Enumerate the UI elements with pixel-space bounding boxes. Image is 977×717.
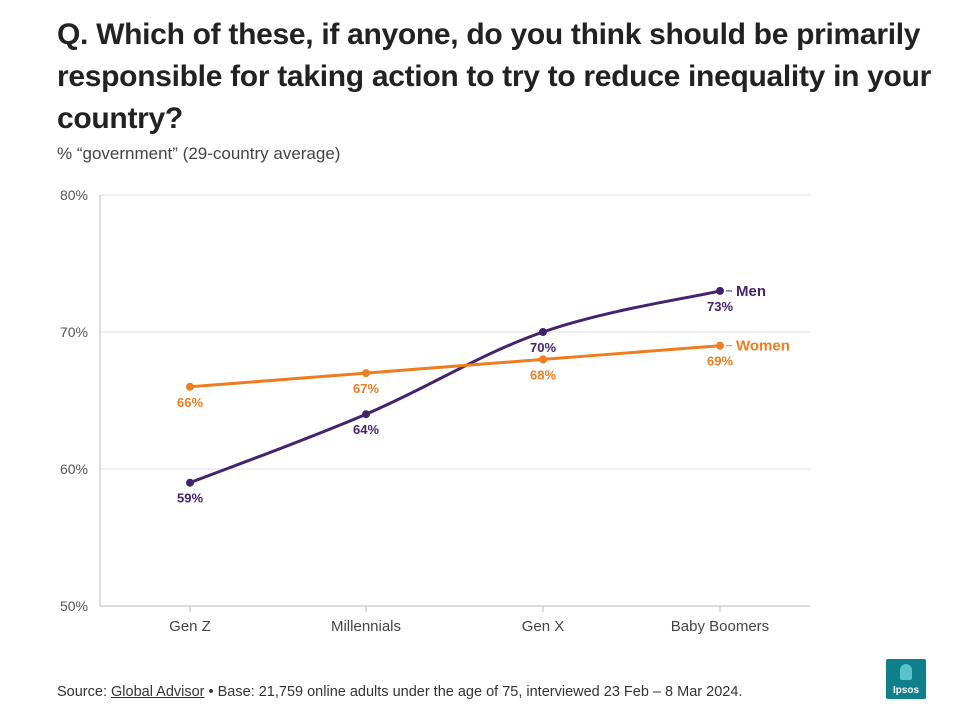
data-label-men: 59% [177,491,203,506]
data-label-men: 70% [530,340,556,355]
y-tick-label: 70% [60,324,88,340]
ipsos-logo-mark [900,664,912,680]
data-label-women: 66% [177,395,203,410]
source-prefix: Source: [57,684,111,700]
data-point-women [186,382,194,391]
x-tick-label: Baby Boomers [671,618,769,635]
data-label-women: 69% [707,354,733,369]
x-tick-label: Gen X [522,618,565,635]
series-name-women: Women [736,338,790,355]
ipsos-logo-text: Ipsos [892,685,920,696]
chart-title: Q. Which of these, if anyone, do you thi… [57,18,931,135]
data-label-men: 73% [707,299,733,314]
chart-subtitle: % “government” (29-country average) [57,144,341,163]
y-tick-label: 50% [60,598,88,614]
global-advisor-link[interactable]: Global Advisor [111,684,205,700]
data-point-women [716,341,724,350]
data-point-women [362,369,370,378]
data-point-men [716,286,724,295]
x-tick-label: Gen Z [169,618,211,635]
data-label-women: 67% [353,381,379,396]
data-point-men [186,478,194,487]
source-footer: Source: Global Advisor • Base: 21,759 on… [57,684,742,700]
data-point-men [539,328,547,336]
y-tick-label: 80% [60,187,88,203]
data-label-women: 68% [530,367,556,382]
source-details: • Base: 21,759 online adults under the a… [204,684,743,700]
data-point-women [539,355,547,364]
series-line-men [188,289,722,485]
series-line-women [188,344,722,389]
y-tick-label: 60% [60,461,88,477]
data-point-men [362,410,370,419]
series-name-men: Men [736,283,766,300]
x-tick-label: Millennials [331,618,401,635]
data-label-men: 64% [353,422,379,437]
ipsos-logo: Ipsos [886,659,926,699]
